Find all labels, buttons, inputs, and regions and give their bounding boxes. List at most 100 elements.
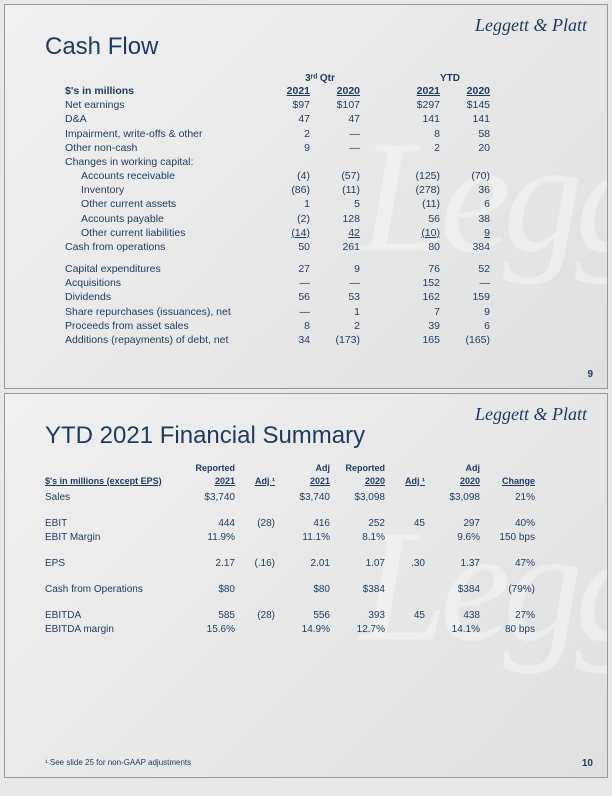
cell: 20 — [440, 141, 490, 155]
cell: 297 — [425, 517, 480, 531]
cell: 5 — [310, 197, 360, 211]
table-row: EBIT Margin 11.9% 11.1% 8.1% 9.6% 150 bp… — [45, 531, 567, 545]
cell — [310, 155, 360, 169]
cell: 444 — [180, 517, 235, 531]
cell: 42 — [310, 226, 360, 240]
cell: 162 — [390, 290, 440, 304]
summary-table: Reported Adj Reported Adj $'s in million… — [45, 462, 567, 637]
cell: (57) — [310, 169, 360, 183]
table-row: Impairment, write-offs & other 2 — 8 58 — [65, 127, 607, 141]
cell: 9.6% — [425, 531, 480, 545]
row-label: Dividends — [65, 290, 260, 304]
units-label: $'s in millions — [65, 84, 260, 98]
row-label: Other non-cash — [65, 141, 260, 155]
cell: 47 — [310, 112, 360, 126]
row-label: EPS — [45, 557, 180, 571]
cell: 47 — [260, 112, 310, 126]
cell: 1 — [310, 305, 360, 319]
slide-cash-flow: Legg Leggett & Platt Cash Flow 3ʳᵈ Qtr Y… — [4, 4, 608, 389]
row-label: Capital expenditures — [65, 262, 260, 276]
row-label: Accounts receivable — [65, 169, 260, 183]
row-label: Net earnings — [65, 98, 260, 112]
cell: 39 — [390, 319, 440, 333]
row-label: Other current assets — [65, 197, 260, 211]
table-row: Capital expenditures 27 9 76 52 — [65, 262, 607, 276]
row-label: Sales — [45, 491, 180, 505]
cell: 9 — [440, 305, 490, 319]
cell — [390, 155, 440, 169]
cell: 56 — [260, 290, 310, 304]
cell: (11) — [310, 183, 360, 197]
cell: 1 — [260, 197, 310, 211]
cell: 261 — [310, 240, 360, 254]
cash-flow-table: 3ʳᵈ Qtr YTD $'s in millions 2021 2020 20… — [65, 73, 607, 347]
table-row: D&A 47 47 141 141 — [65, 112, 607, 126]
footnote: ¹ See slide 25 for non-GAAP adjustments — [45, 758, 191, 767]
cell: 76 — [390, 262, 440, 276]
table-row: Accounts payable (2) 128 56 38 — [65, 212, 607, 226]
cell: $107 — [310, 98, 360, 112]
cell: 438 — [425, 609, 480, 623]
cell: 80 bps — [480, 623, 535, 637]
table-row: Sales $3,740 $3,740 $3,098 $3,098 21% — [45, 491, 567, 505]
row-label: EBITDA — [45, 609, 180, 623]
table-row: Other current assets 1 5 (11) 6 — [65, 197, 607, 211]
cell: 11.9% — [180, 531, 235, 545]
cell: — — [260, 305, 310, 319]
cell — [260, 155, 310, 169]
cell: — — [260, 276, 310, 290]
cell: 8 — [390, 127, 440, 141]
cell: 6 — [440, 319, 490, 333]
table-row: EBIT 444 (28) 416 252 45 297 40% — [45, 517, 567, 531]
cell: 2.17 — [180, 557, 235, 571]
cell: $384 — [330, 583, 385, 597]
page-number: 10 — [582, 758, 593, 769]
brand-logo: Leggett & Platt — [475, 15, 587, 36]
table-row: Changes in working capital: — [65, 155, 607, 169]
cell: .30 — [385, 557, 425, 571]
row-label: Cash from operations — [65, 240, 260, 254]
cell: 14.1% — [425, 623, 480, 637]
group-header-row: 3ʳᵈ Qtr YTD — [65, 73, 607, 84]
cell: $80 — [180, 583, 235, 597]
cell: — — [310, 141, 360, 155]
cell: (165) — [440, 333, 490, 347]
row-label: Other current liabilities — [65, 226, 260, 240]
table-row: Inventory (86) (11) (278) 36 — [65, 183, 607, 197]
cell: 45 — [385, 517, 425, 531]
cell: 9 — [260, 141, 310, 155]
cell: $97 — [260, 98, 310, 112]
cell: $3,098 — [330, 491, 385, 505]
cell: (173) — [310, 333, 360, 347]
cell: 393 — [330, 609, 385, 623]
cell: 1.07 — [330, 557, 385, 571]
cell: 11.1% — [275, 531, 330, 545]
row-label: EBITDA margin — [45, 623, 180, 637]
cell: $3,098 — [425, 491, 480, 505]
table-row: Accounts receivable (4) (57) (125) (70) — [65, 169, 607, 183]
cell: 585 — [180, 609, 235, 623]
cell: 52 — [440, 262, 490, 276]
table-row: Cash from Operations $80 $80 $384 $384 (… — [45, 583, 567, 597]
cell: $3,740 — [180, 491, 235, 505]
row-label: Accounts payable — [65, 212, 260, 226]
cell: 50 — [260, 240, 310, 254]
cell: 141 — [440, 112, 490, 126]
q3-header: 3ʳᵈ Qtr — [280, 73, 360, 84]
cell: $145 — [440, 98, 490, 112]
cell: (14) — [260, 226, 310, 240]
cell: — — [440, 276, 490, 290]
cell: (.16) — [235, 557, 275, 571]
cell: 152 — [390, 276, 440, 290]
cell: — — [310, 127, 360, 141]
cell: 7 — [390, 305, 440, 319]
table-row: Other current liabilities (14) 42 (10) 9 — [65, 226, 607, 240]
cell: 12.7% — [330, 623, 385, 637]
cell: 128 — [310, 212, 360, 226]
cell: 416 — [275, 517, 330, 531]
cell: — — [310, 276, 360, 290]
cell: $384 — [425, 583, 480, 597]
cell: 141 — [390, 112, 440, 126]
cell: 47% — [480, 557, 535, 571]
row-label: Additions (repayments) of debt, net — [65, 333, 260, 347]
